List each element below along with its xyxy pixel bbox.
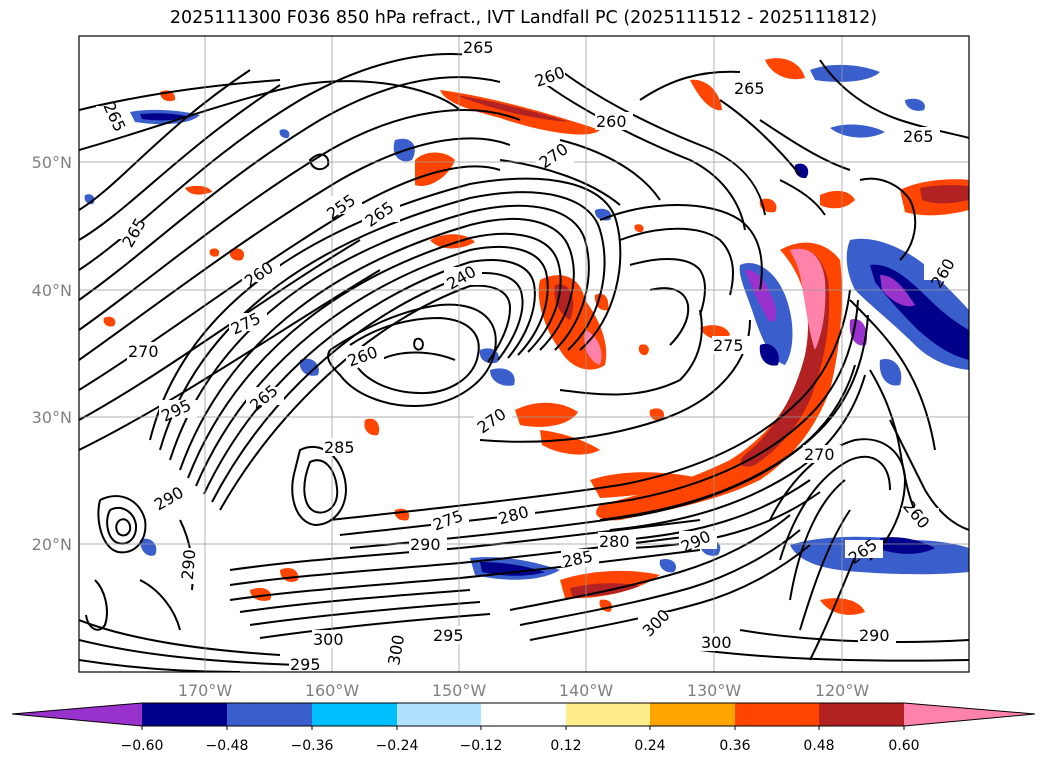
ivt-contours (79, 53, 969, 672)
contour-label: 300 (701, 633, 732, 652)
contour-label: 260 (596, 112, 627, 131)
colorbar-tick: −0.12 (460, 738, 503, 754)
lon-label-120w: 120°W (815, 681, 870, 700)
colorbar-low-extend (12, 703, 142, 726)
lon-label-150w: 150°W (432, 681, 487, 700)
colorbar-tick: −0.36 (291, 738, 334, 754)
contour-label: 295 (290, 655, 321, 674)
colorbar-segment (481, 703, 566, 726)
contour-label: 285 (324, 438, 355, 457)
colorbar-segment (312, 703, 397, 726)
contour-label: 280 (599, 532, 630, 551)
contour-label: 270 (804, 445, 835, 464)
colorbar-tick: 0.60 (888, 738, 919, 754)
map-frame (78, 35, 970, 673)
colorbar-segment (735, 703, 819, 726)
colorbar-segment (227, 703, 312, 726)
contour-label: 300 (313, 630, 344, 649)
colorbar-segment (819, 703, 904, 726)
lat-label-20n: 20°N (32, 535, 72, 554)
colorbar-segment (142, 703, 227, 726)
lon-label-140w: 140°W (559, 681, 614, 700)
colorbar-segment (397, 703, 481, 726)
colorbar-tick: −0.24 (376, 738, 419, 754)
refractivity-shading (84, 58, 969, 615)
contour-label: 275 (713, 336, 744, 355)
lat-label-30n: 30°N (32, 408, 72, 427)
contour-label: 270 (128, 342, 159, 361)
colorbar-tick: −0.60 (121, 738, 164, 754)
lon-label-170w: 170°W (178, 681, 233, 700)
lon-label-130w: 130°W (687, 681, 742, 700)
colorbar-high-extend (904, 703, 1035, 726)
contour-label: 290 (178, 549, 200, 581)
contour-label: 290 (859, 626, 890, 645)
colorbar-tick: −0.48 (206, 738, 249, 754)
colorbar-tick: 0.48 (803, 738, 834, 754)
contour-label: 290 (410, 535, 441, 554)
map-title: 2025111300 F036 850 hPa refract., IVT La… (169, 8, 878, 28)
contour-label: 265 (734, 79, 765, 98)
lon-label-160w: 160°W (305, 681, 360, 700)
contour-label: 265 (463, 38, 494, 57)
latitude-labels: 50°N 40°N 30°N 20°N (32, 153, 72, 554)
contour-label: 265 (903, 127, 934, 146)
lat-label-50n: 50°N (32, 153, 72, 172)
colorbar-tick: 0.12 (550, 738, 581, 754)
colorbar-segment (566, 703, 650, 726)
colorbar-tick: 0.24 (634, 738, 665, 754)
map-gridlines (79, 36, 969, 672)
longitude-labels: 170°W 160°W 150°W 140°W 130°W 120°W (178, 681, 870, 700)
colorbar-tick: 0.36 (719, 738, 750, 754)
contour-label: 295 (433, 626, 464, 645)
contour-labels: 265 260 265 265 260 265 270 255 265 265 … (96, 38, 962, 674)
lat-label-40n: 40°N (32, 281, 72, 300)
colorbar: −0.60 −0.48 −0.36 −0.24 −0.12 0.12 0.24 … (11, 702, 1036, 754)
colorbar-segment (650, 703, 735, 726)
